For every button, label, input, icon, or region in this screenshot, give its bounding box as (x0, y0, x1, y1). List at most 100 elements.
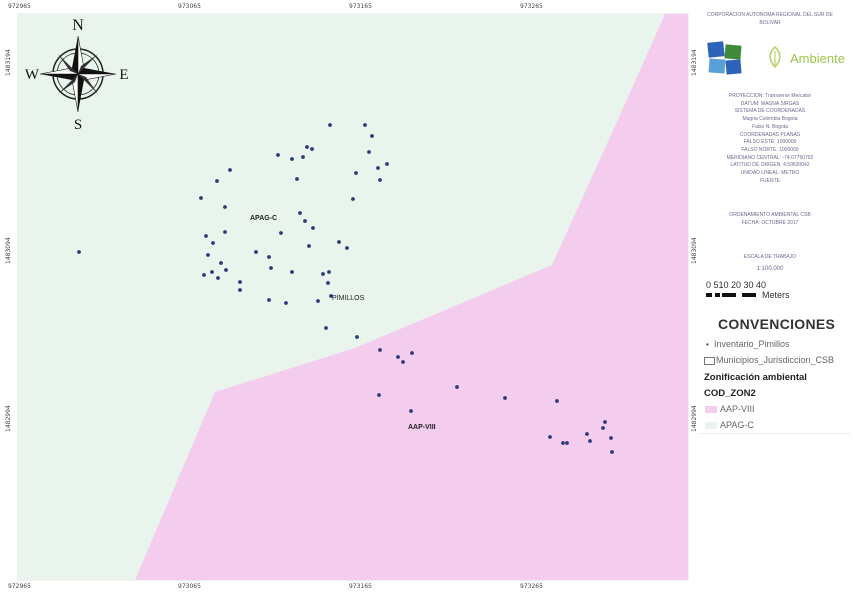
point-legend-icon: • (706, 340, 709, 349)
legend-inventario: Inventario_Pimillos (714, 339, 790, 349)
inventory-point[interactable] (329, 294, 333, 298)
inventory-point[interactable] (367, 150, 371, 154)
inventory-point[interactable] (204, 234, 208, 238)
inventory-point[interactable] (455, 385, 459, 389)
inventory-point[interactable] (324, 326, 328, 330)
inventory-point[interactable] (345, 246, 349, 250)
scale-bar-icon (706, 293, 756, 297)
inventory-point[interactable] (223, 230, 227, 234)
inventory-point[interactable] (396, 355, 400, 359)
inventory-point[interactable] (378, 348, 382, 352)
inventory-point[interactable] (603, 420, 607, 424)
inventory-point[interactable] (555, 399, 559, 403)
compass-rose-icon: N S E W (25, 17, 129, 133)
ordenamiento-line: FECHA: OCTUBRE 2017 (741, 219, 799, 226)
ordenamiento-info: ORDENAMIENTO AMBIENTAL CSB FECHA: OCTUBR… (700, 212, 840, 227)
inventory-point[interactable] (610, 450, 614, 454)
inventory-point[interactable] (370, 134, 374, 138)
inventory-point[interactable] (321, 272, 325, 276)
inventory-point[interactable] (565, 441, 569, 445)
inventory-point[interactable] (290, 157, 294, 161)
info-line: Magna Colombia Bogota (742, 116, 798, 123)
inventory-point[interactable] (378, 178, 382, 182)
inventory-point[interactable] (206, 253, 210, 257)
inventory-point[interactable] (202, 273, 206, 277)
inventory-point[interactable] (385, 162, 389, 166)
inventory-point[interactable] (267, 298, 271, 302)
inventory-point[interactable] (295, 177, 299, 181)
inventory-point[interactable] (311, 226, 315, 230)
inventory-point[interactable] (376, 166, 380, 170)
inventory-point[interactable] (211, 241, 215, 245)
inventory-point[interactable] (219, 261, 223, 265)
inventory-point[interactable] (548, 435, 552, 439)
compass-n: N (72, 17, 84, 34)
inventory-point[interactable] (254, 250, 258, 254)
escala-value: 1:100.000 (756, 266, 784, 272)
tick-bottom-4: 973265 (520, 583, 543, 590)
inventory-point[interactable] (303, 219, 307, 223)
inventory-point[interactable] (409, 409, 413, 413)
inventory-point[interactable] (354, 171, 358, 175)
inventory-point[interactable] (77, 250, 81, 254)
inventory-point[interactable] (328, 123, 332, 127)
info-line: UNIDAD LINEAL: METRO (740, 170, 800, 177)
legend-zonificacion: Zonificación ambiental (704, 372, 807, 383)
inventory-point[interactable] (355, 335, 359, 339)
inventory-point[interactable] (410, 351, 414, 355)
apag-legend-swatch (705, 422, 717, 429)
inventory-point[interactable] (284, 301, 288, 305)
inventory-point[interactable] (238, 280, 242, 284)
inventory-point[interactable] (327, 270, 331, 274)
tick-bottom-2: 973065 (178, 583, 201, 590)
inventory-point[interactable] (601, 426, 605, 430)
tick-top-3: 973165 (349, 3, 372, 10)
zone-apag-c[interactable] (18, 14, 665, 580)
compass-s: S (74, 117, 82, 133)
inventory-point[interactable] (307, 244, 311, 248)
inventory-point[interactable] (267, 255, 271, 259)
aap-legend-swatch (705, 406, 717, 413)
csb-logo-icon (707, 41, 742, 75)
tick-left-3: 1482994 (5, 405, 12, 432)
legend-aap: AAP-VIII (720, 404, 755, 414)
inventory-point[interactable] (561, 441, 565, 445)
info-line: FUENTE (760, 177, 780, 184)
inventory-point[interactable] (199, 196, 203, 200)
info-line: COORDENADAS PLANAS (739, 131, 801, 138)
inventory-point[interactable] (588, 439, 592, 443)
inventory-point[interactable] (238, 288, 242, 292)
inventory-point[interactable] (585, 432, 589, 436)
inventory-point[interactable] (316, 299, 320, 303)
inventario-points (77, 123, 614, 454)
inventory-point[interactable] (310, 147, 314, 151)
legend-apag: APAG-C (720, 420, 754, 430)
inventory-point[interactable] (276, 153, 280, 157)
inventory-point[interactable] (298, 211, 302, 215)
inventory-point[interactable] (216, 276, 220, 280)
inventory-point[interactable] (503, 396, 507, 400)
inventory-point[interactable] (290, 270, 294, 274)
inventory-point[interactable] (351, 197, 355, 201)
inventory-point[interactable] (223, 205, 227, 209)
legend-municipios: Municipios_Jurisdiccion_CSB (716, 355, 835, 365)
inventory-point[interactable] (269, 266, 273, 270)
label-pimillos: PIMILLOS (332, 295, 365, 302)
inventory-point[interactable] (301, 155, 305, 159)
inventory-point[interactable] (224, 268, 228, 272)
inventory-point[interactable] (279, 231, 283, 235)
inventory-point[interactable] (377, 393, 381, 397)
inventory-point[interactable] (609, 436, 613, 440)
tick-left-2: 1483094 (5, 237, 12, 264)
info-line: Falso N: Bogota (752, 123, 788, 130)
inventory-point[interactable] (401, 360, 405, 364)
tick-top-1: 972965 (8, 3, 31, 10)
inventory-point[interactable] (228, 168, 232, 172)
inventory-point[interactable] (326, 281, 330, 285)
inventory-point[interactable] (305, 145, 309, 149)
inventory-point[interactable] (363, 123, 367, 127)
ordenamiento-line: ORDENAMIENTO AMBIENTAL CSB (729, 212, 811, 218)
inventory-point[interactable] (337, 240, 341, 244)
inventory-point[interactable] (210, 270, 214, 274)
inventory-point[interactable] (215, 179, 219, 183)
